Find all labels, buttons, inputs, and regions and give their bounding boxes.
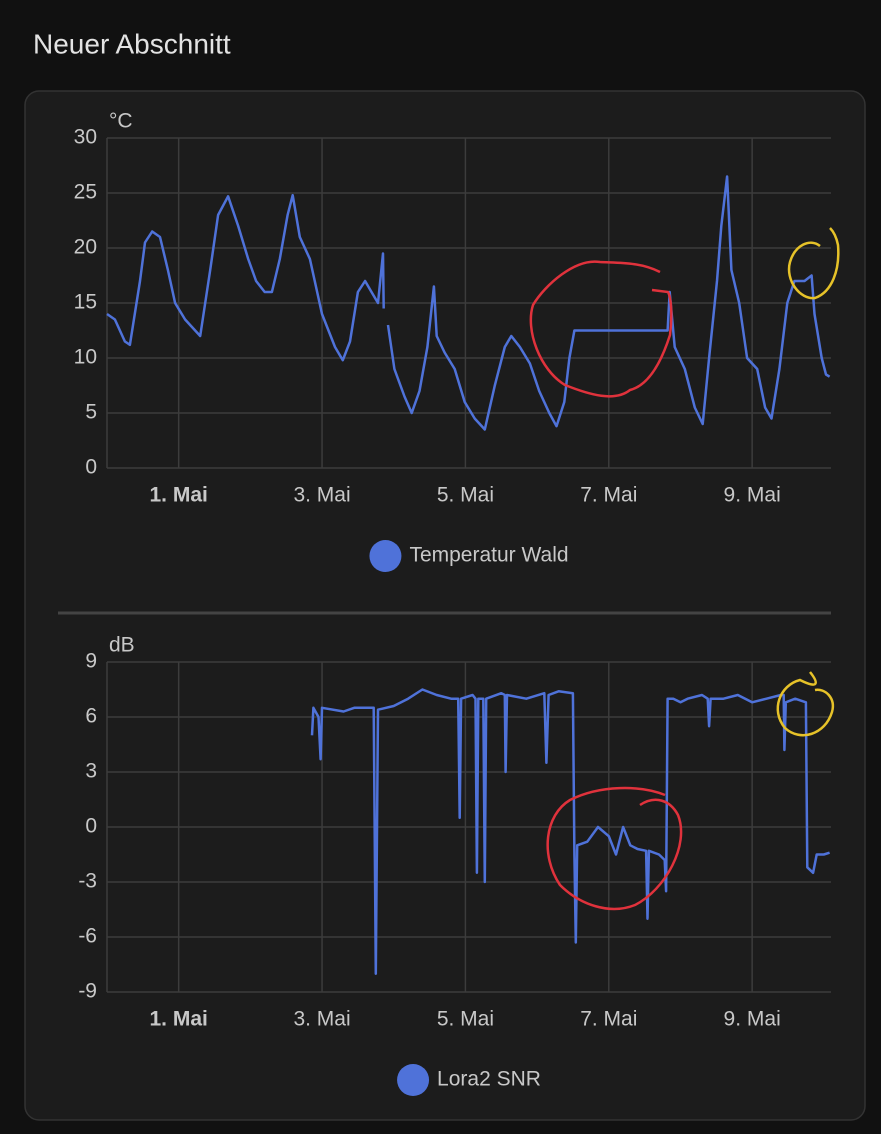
y-tick-label: 25 [74, 181, 97, 204]
x-tick-label: 9. Mai [724, 484, 781, 507]
x-tick-label: 3. Mai [293, 484, 350, 507]
y-tick-label: 6 [85, 705, 97, 728]
x-tick-label: 1. Mai [150, 1008, 208, 1031]
y-tick-label: -3 [78, 870, 97, 893]
legend-swatch [397, 1064, 430, 1096]
data-line [310, 688, 830, 975]
x-tick-label: 7. Mai [580, 484, 637, 507]
y-tick-label: 15 [74, 291, 97, 314]
y-axis-unit: dB [109, 634, 135, 657]
legend-swatch [369, 540, 402, 572]
x-tick-label: 5. Mai [437, 1008, 494, 1031]
chart: °C 0 5 10 15 20 25 30 1. Mai 3. Mai 5. Mai 7. Mai 9.… [74, 110, 831, 572]
y-tick-label: 5 [85, 401, 97, 424]
y-tick-label: -6 [78, 925, 97, 948]
y-tick-label: 9 [85, 650, 97, 673]
x-tick-label: 1. Mai [150, 484, 208, 507]
annotations [529, 227, 840, 911]
y-tick-label: 10 [74, 346, 97, 369]
legend-label: Temperatur Wald [409, 544, 568, 567]
legend-label: Lora2 SNR [437, 1068, 541, 1091]
x-tick-label: 7. Mai [580, 1008, 637, 1031]
legend-item: Temperatur Wald [369, 540, 569, 572]
red-scribble [546, 786, 683, 911]
y-tick-label: 3 [85, 760, 97, 783]
y-tick-label: 30 [74, 126, 97, 149]
y-axis-unit: °C [109, 110, 133, 133]
x-tick-label: 3. Mai [293, 1008, 350, 1031]
y-tick-label: -9 [78, 980, 97, 1003]
x-tick-label: 5. Mai [437, 484, 494, 507]
red-scribble [529, 260, 673, 398]
chart: dB -9 -6 -3 0 3 6 9 1. Mai 3. Mai 5. Mai 7. Mai 9. M… [78, 634, 831, 1096]
y-tick-label: 20 [74, 236, 97, 259]
y-tick-label: 0 [85, 456, 97, 479]
yellow-scribble [787, 227, 840, 300]
x-tick-label: 9. Mai [724, 1008, 781, 1031]
card [24, 90, 866, 1121]
legend-item: Lora2 SNR [397, 1064, 541, 1096]
data-line [106, 175, 831, 431]
yellow-scribble [776, 671, 835, 737]
section-title: Neuer Abschnitt [33, 28, 231, 59]
y-tick-label: 0 [85, 815, 97, 838]
